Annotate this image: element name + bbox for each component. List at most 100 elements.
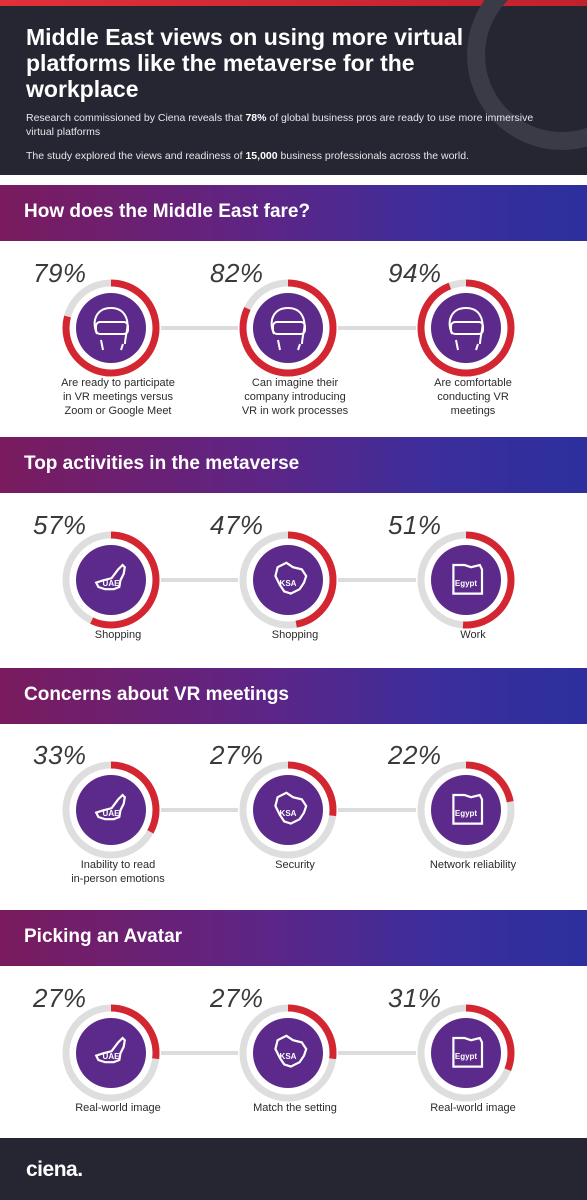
stat-label-line: in VR meetings versus: [62, 391, 174, 403]
stat-percentage: 47%: [210, 510, 264, 540]
ring-progress: [239, 761, 337, 859]
ring-progress: [239, 531, 337, 629]
ring-progress: [417, 761, 515, 859]
page-title: Middle East views on using more virtual …: [26, 24, 464, 102]
ring-inner-disc: [253, 293, 323, 363]
stat-percentage: 51%: [388, 510, 442, 540]
stat-label-line: Real-world image: [430, 1102, 516, 1114]
ring-connector: [338, 578, 416, 582]
map-label: Egypt: [455, 579, 478, 588]
section-banner: Picking an Avatar: [0, 910, 587, 966]
stat-percentage: 27%: [210, 983, 264, 1013]
stat-label-line: Match the setting: [253, 1102, 337, 1114]
stat-percentage: 82%: [210, 258, 264, 288]
ciena-logo: ciena.: [26, 1158, 83, 1181]
section-title: How does the Middle East fare?: [24, 201, 311, 222]
ring-connector: [338, 808, 416, 812]
stat-percentage: 27%: [210, 740, 264, 770]
ring-progress: [62, 761, 160, 859]
stat-item: 94% Are comfortable conducting VR meetings: [388, 258, 558, 448]
stat-label: Real-world image: [33, 1101, 203, 1115]
percentage-ring: KSA: [239, 1004, 337, 1102]
stat-label: Real-world image: [388, 1101, 558, 1115]
stat-label-line: VR in work processes: [241, 405, 349, 417]
stat-item: KSA 27% Security: [210, 740, 380, 930]
uae-map-icon: UAE: [94, 1036, 126, 1064]
ring-inner-disc: [76, 1018, 146, 1088]
map-label: KSA: [280, 809, 297, 818]
section-banner: Concerns about VR meetings: [0, 668, 587, 724]
stat-label-line: meetings: [450, 405, 496, 417]
egypt-map-icon: Egypt: [452, 793, 484, 825]
stat-label-line: Can imagine their: [251, 377, 339, 389]
percentage-ring: UAE: [62, 761, 160, 859]
section-title: Concerns about VR meetings: [24, 684, 289, 705]
ring-inner-disc: [431, 545, 501, 615]
percentage-ring: UAE: [62, 1004, 160, 1102]
ring-inner-disc: [253, 775, 323, 845]
stat-label-line: Network reliability: [429, 859, 517, 871]
ring-connector: [161, 1051, 238, 1055]
stat-item: Egypt 31% Real-world image: [388, 983, 558, 1173]
stat-label-line: Are ready to participate: [61, 377, 175, 389]
section-title: Top activities in the metaverse: [24, 453, 300, 474]
uae-map-icon: UAE: [94, 563, 126, 591]
percentage-ring: Egypt: [417, 531, 515, 629]
intro-line-1: Research commissioned by Ciena reveals t…: [26, 112, 534, 138]
stat-item: Egypt 51% Work: [388, 510, 558, 700]
percentage-ring: Egypt: [417, 761, 515, 859]
egypt-map-icon: Egypt: [452, 1036, 484, 1068]
ring-inner-disc: [253, 545, 323, 615]
map-label: KSA: [280, 1052, 297, 1061]
section-title: Picking an Avatar: [24, 926, 183, 947]
ring-connector: [161, 326, 238, 330]
stat-item: UAE 57% Shopping: [33, 510, 203, 700]
stat-item: KSA 47% Shopping: [210, 510, 380, 700]
ring-inner-disc: [253, 1018, 323, 1088]
ring-inner-disc: [431, 1018, 501, 1088]
ring-inner-disc: [76, 775, 146, 845]
stat-label-line: company introducing: [244, 391, 346, 403]
stat-label: Can imagine their company introducing VR i…: [210, 376, 380, 418]
stat-label: Are ready to participate in VR meetings v…: [33, 376, 203, 418]
stat-percentage: 27%: [33, 983, 87, 1013]
ring-progress: [62, 279, 160, 377]
stat-label: Work: [388, 628, 558, 642]
percentage-ring: [62, 279, 160, 377]
stat-label-line: Shopping: [94, 629, 142, 641]
map-label: UAE: [103, 1052, 121, 1061]
percentage-ring: Egypt: [417, 1004, 515, 1102]
egypt-map-icon: Egypt: [452, 563, 484, 595]
ksa-map-icon: KSA: [274, 561, 308, 595]
ring-progress: [62, 531, 160, 629]
percentage-ring: UAE: [62, 531, 160, 629]
ring-progress: [417, 1004, 515, 1102]
intro-line-2: The study explored the views and readine…: [26, 150, 470, 162]
stat-item: KSA 27% Match the setting: [210, 983, 380, 1173]
stat-label-line: Are comfortable: [434, 377, 512, 389]
stat-item: UAE 33% Inability to read in-person emotion…: [33, 740, 203, 930]
percentage-ring: KSA: [239, 761, 337, 859]
vr-headset-icon: [270, 306, 306, 351]
stat-label: Shopping: [210, 628, 380, 642]
stat-label-line: Shopping: [271, 629, 319, 641]
map-label: KSA: [280, 579, 297, 588]
stat-label-line: Security: [275, 859, 315, 871]
stat-label-line: Real-world image: [75, 1102, 161, 1114]
stat-item: Egypt 22% Network reliability: [388, 740, 558, 930]
ksa-map-icon: KSA: [274, 791, 308, 825]
stat-label: Match the setting: [210, 1101, 380, 1115]
ring-connector: [161, 808, 238, 812]
ring-progress: [239, 1004, 337, 1102]
stat-label-line: in-person emotions: [71, 873, 165, 885]
ring-inner-disc: [431, 293, 501, 363]
ksa-map-icon: KSA: [274, 1034, 308, 1068]
stat-item: 79% Are ready to participate in VR meeting…: [33, 258, 203, 448]
vr-headset-icon: [93, 306, 129, 351]
stat-percentage: 94%: [388, 258, 442, 288]
vr-headset-icon: [448, 306, 484, 351]
stat-label: Inability to read in-person emotions: [33, 858, 203, 886]
ring-inner-disc: [76, 293, 146, 363]
stat-label: Shopping: [33, 628, 203, 642]
